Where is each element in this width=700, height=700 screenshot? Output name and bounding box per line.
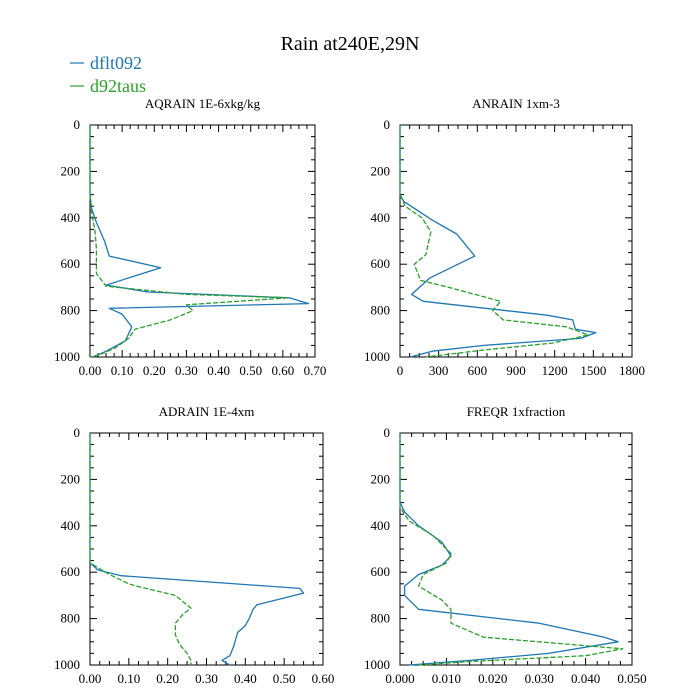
x-tick-label: 0.30 (175, 363, 198, 378)
x-tick-label: 0.40 (234, 671, 257, 686)
x-tick-label: 0.010 (432, 671, 461, 686)
x-tick-label: 0.00 (79, 363, 102, 378)
x-tick-label: 0.020 (478, 671, 507, 686)
x-tick-label: 0.20 (156, 671, 179, 686)
y-tick-label: 800 (61, 303, 81, 318)
y-tick-label: 0 (74, 117, 81, 132)
panel-anrain: ANRAIN 1xm-3 0 300 600 900 1200 1500 1800 0 200 40… (364, 96, 645, 378)
panel-freqr: FREQR 1xfraction 0.000 0.010 0.020 0.030 0.04… (364, 404, 647, 686)
series-line-dflt092 (399, 125, 597, 358)
series-line-d92taus (399, 433, 624, 666)
legend: dflt092 d92taus (70, 53, 146, 96)
x-tick-label: 1500 (580, 363, 606, 378)
y-tick-label: 400 (371, 210, 391, 225)
y-tick-label: 800 (371, 611, 391, 626)
axes-frame-adrain (89, 432, 324, 666)
panel-title-anrain: ANRAIN 1xm-3 (472, 96, 560, 111)
x-tick-label: 300 (429, 363, 449, 378)
y-tick-label: 200 (371, 471, 391, 486)
axes-frame-freqr (399, 432, 633, 666)
x-tick-label: 0.10 (117, 671, 140, 686)
x-tick-label: 0.30 (195, 671, 218, 686)
x-tick-label: 0.50 (273, 671, 296, 686)
legend-label-dflt092: dflt092 (90, 53, 142, 73)
axes-frame-anrain (399, 124, 633, 358)
y-tick-label: 0 (384, 117, 391, 132)
panel-title-freqr: FREQR 1xfraction (467, 404, 566, 419)
x-tick-label: 0.050 (617, 671, 646, 686)
y-tick-label: 1000 (364, 349, 390, 364)
panel-adrain: ADRAIN 1E-4xm 0.00 0.10 0.20 0.30 0.40 0.50 0.6… (54, 404, 334, 686)
x-tick-label: 1800 (619, 363, 645, 378)
series-line-dflt092 (89, 125, 310, 358)
y-tick-label: 400 (371, 518, 391, 533)
y-tick-label: 200 (61, 471, 81, 486)
panel-title-adrain: ADRAIN 1E-4xm (159, 404, 255, 419)
panel-title-aqrain: AQRAIN 1E-6xkg/kg (145, 96, 261, 111)
x-tick-label: 0.40 (207, 363, 230, 378)
x-tick-label: 0.10 (111, 363, 134, 378)
series-line-d92taus (89, 125, 290, 358)
y-tick-label: 1000 (54, 657, 80, 672)
figure-title: Rain at240E,29N (281, 33, 420, 55)
y-tick-label: 600 (371, 256, 391, 271)
x-tick-label: 0.000 (385, 671, 414, 686)
y-tick-label: 600 (61, 564, 81, 579)
x-tick-label: 0.50 (239, 363, 262, 378)
y-tick-label: 1000 (54, 349, 80, 364)
y-tick-label: 800 (61, 611, 81, 626)
series-line-dflt092 (89, 433, 305, 666)
y-tick-label: 0 (74, 425, 81, 440)
y-tick-label: 600 (61, 256, 81, 271)
x-tick-label: 0.040 (571, 671, 600, 686)
series-line-dflt092 (399, 433, 619, 666)
panel-aqrain: AQRAIN 1E-6xkg/kg 0.00 0.10 0.20 0.30 0.40 0.5… (54, 96, 326, 378)
y-tick-label: 0 (384, 425, 391, 440)
y-tick-label: 600 (371, 564, 391, 579)
x-tick-label: 0.20 (143, 363, 166, 378)
series-line-d92taus (399, 125, 589, 358)
x-tick-label: 0 (397, 363, 404, 378)
y-tick-label: 400 (61, 518, 81, 533)
x-tick-label: 900 (506, 363, 526, 378)
x-tick-label: 0.00 (79, 671, 102, 686)
y-tick-label: 1000 (364, 657, 390, 672)
x-tick-label: 1200 (542, 363, 568, 378)
y-tick-label: 200 (371, 163, 391, 178)
y-tick-label: 400 (61, 210, 81, 225)
y-tick-label: 800 (371, 303, 391, 318)
x-tick-label: 600 (468, 363, 488, 378)
legend-label-d92taus: d92taus (90, 76, 146, 96)
x-tick-label: 0.60 (312, 671, 335, 686)
y-tick-label: 200 (61, 163, 81, 178)
x-tick-label: 0.60 (271, 363, 294, 378)
x-tick-label: 0.030 (525, 671, 554, 686)
axes-frame-aqrain (89, 124, 316, 358)
x-tick-label: 0.70 (304, 363, 327, 378)
series-line-d92taus (89, 433, 192, 665)
panels: AQRAIN 1E-6xkg/kg 0.00 0.10 0.20 0.30 0.40 0.5… (54, 96, 647, 686)
